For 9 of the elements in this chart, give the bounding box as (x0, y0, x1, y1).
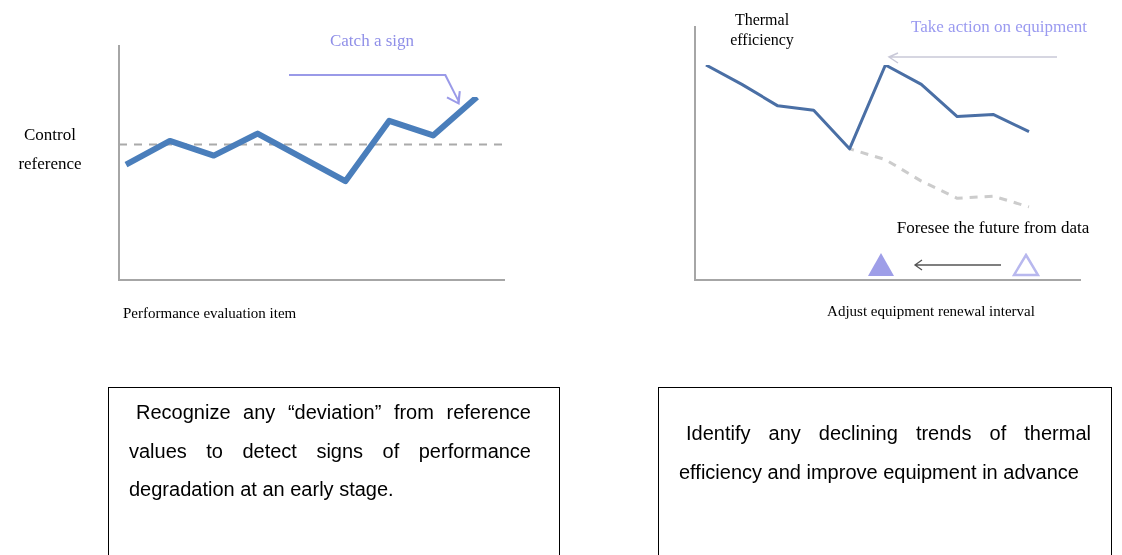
x-axis-title: Performance evaluation item (123, 304, 297, 321)
ref-line-label: Control reference (18, 125, 82, 174)
y-axis-title: Thermal efficiency (730, 11, 794, 50)
x-axis-title: Adjust equipment renewal interval (827, 302, 1035, 319)
text: Recognize any “deviation” from reference values to detect signs of performance degradation at an early stage. (108, 387, 560, 555)
annotation: Foresee the future from data (896, 218, 1090, 238)
text: Take action on equipment (911, 17, 1088, 37)
text: Catch a sign (329, 31, 415, 51)
text: Identify any declining trends of thermal efficiency and improve equipment in advance (658, 387, 1112, 555)
